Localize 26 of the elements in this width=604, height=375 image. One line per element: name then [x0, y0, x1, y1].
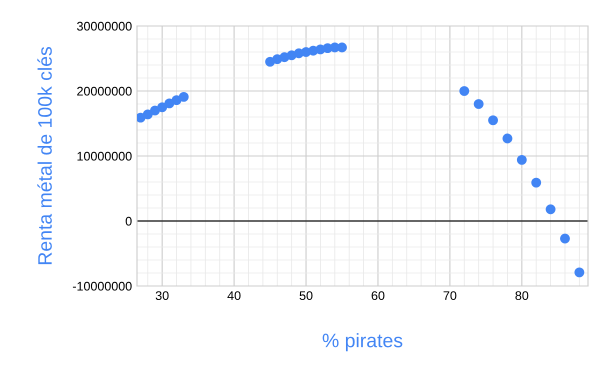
y-tick-label: 0 [126, 216, 132, 226]
x-tick-label: 30 [156, 291, 169, 300]
point [178, 92, 189, 102]
y-tick-label: -10000000 [72, 282, 132, 291]
point [459, 86, 470, 96]
y-axis-title: Renta métal de 100k clés [37, 46, 52, 264]
x-tick-label: 70 [444, 291, 456, 300]
point [474, 99, 484, 109]
point [488, 115, 498, 126]
point [142, 109, 153, 120]
y-tick-label: 10000000 [77, 152, 132, 161]
x-tick-label: 40 [227, 291, 241, 300]
point [157, 102, 168, 112]
x-tick-label: 50 [300, 291, 312, 300]
point [546, 204, 556, 214]
point [531, 178, 542, 188]
point [337, 42, 347, 52]
x-axis-title: % pirates [322, 333, 402, 352]
y-tick-label: 30000000 [77, 22, 132, 31]
x-tick-label: 80 [515, 291, 528, 300]
point [502, 134, 512, 144]
point [560, 234, 570, 244]
point [516, 154, 527, 165]
point [574, 267, 584, 278]
x-tick-label: 60 [372, 291, 384, 300]
y-tick-label: 20000000 [77, 86, 132, 96]
